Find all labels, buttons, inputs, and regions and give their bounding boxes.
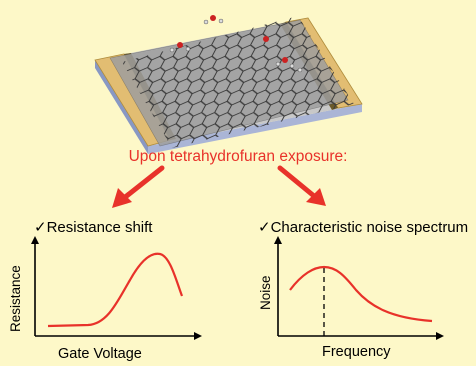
right-x-axis-label: Frequency bbox=[322, 344, 391, 360]
left-panel-title-text: Resistance shift bbox=[46, 219, 153, 236]
resistance-curve bbox=[47, 252, 184, 328]
left-panel-title: ✓Resistance shift bbox=[34, 218, 152, 236]
check-icon: ✓ bbox=[34, 219, 47, 236]
right-panel-title-text: Characteristic noise spectrum bbox=[270, 219, 469, 236]
noise-chart bbox=[274, 236, 444, 340]
right-y-axis-label: Noise bbox=[258, 275, 273, 310]
arrow-right bbox=[277, 165, 326, 206]
thf-molecules bbox=[169, 15, 303, 73]
left-x-axis-label: Gate Voltage bbox=[58, 346, 142, 362]
arrow-left bbox=[112, 165, 165, 208]
left-y-axis-label: Resistance bbox=[8, 265, 23, 332]
resistance-chart bbox=[31, 236, 202, 340]
check-icon: ✓ bbox=[258, 219, 271, 236]
noise-curve bbox=[289, 265, 433, 323]
right-panel-title: ✓Characteristic noise spectrum bbox=[258, 218, 468, 236]
exposure-caption: Upon tetrahydrofuran exposure: bbox=[128, 148, 348, 165]
